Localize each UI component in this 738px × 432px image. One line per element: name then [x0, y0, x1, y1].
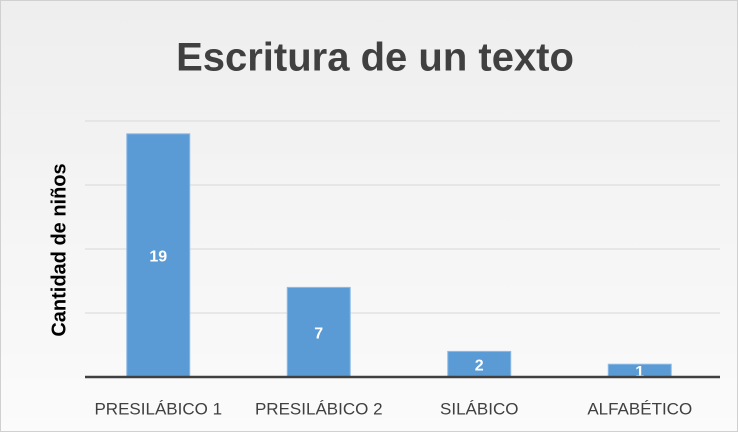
- y-axis-label: Cantidad de niños: [48, 163, 70, 336]
- x-tick-label: ALFABÉTICO: [587, 399, 692, 418]
- chart-title: Escritura de un texto: [176, 36, 574, 80]
- bar: [286, 286, 351, 378]
- bar: [447, 350, 512, 378]
- data-label: 2: [475, 357, 484, 374]
- data-label: 7: [314, 325, 323, 342]
- x-tick-label: SILÁBICO: [440, 399, 518, 418]
- x-tick-label: PRESILÁBICO 1: [94, 399, 222, 418]
- data-label: 19: [149, 249, 167, 266]
- data-label: 1: [635, 364, 644, 381]
- x-tick-label: PRESILÁBICO 2: [255, 399, 383, 418]
